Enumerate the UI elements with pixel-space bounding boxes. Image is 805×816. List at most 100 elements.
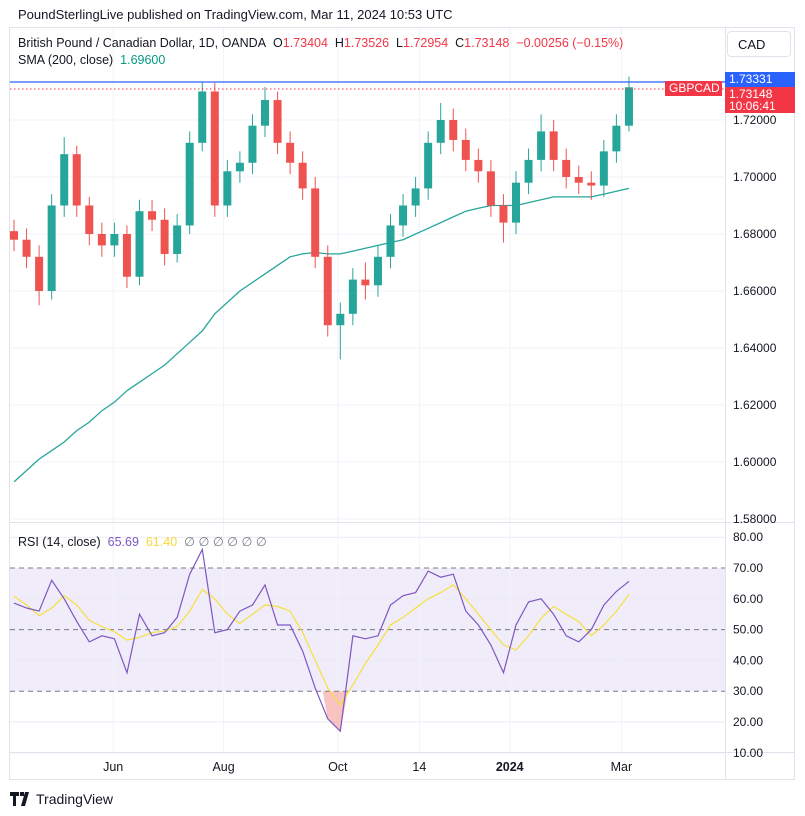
rsi-value: 65.69	[107, 535, 139, 549]
candle-body	[173, 225, 182, 254]
candle-body	[273, 100, 282, 143]
time-tick-label: Mar	[611, 760, 633, 774]
change-value: −0.00256 (−0.15%)	[516, 36, 624, 50]
candle-body	[160, 219, 169, 254]
bar-countdown: 10:06:41	[729, 99, 776, 113]
candle-body	[537, 131, 546, 160]
candle-body	[185, 142, 194, 226]
rsi-tick-label: 50.00	[733, 623, 763, 637]
candles	[10, 76, 633, 360]
sma-label: SMA (200, close)	[18, 53, 114, 67]
price-tick-label: 1.70000	[733, 170, 777, 184]
candle-body	[198, 91, 207, 143]
high-label: H	[334, 36, 344, 50]
candle-body	[562, 159, 571, 177]
open-label: O	[273, 36, 283, 50]
line-price-tag: 1.73331	[725, 72, 795, 87]
low-label: L	[396, 36, 403, 50]
time-tick-label: Oct	[328, 760, 348, 774]
time-tick-label: 2024	[496, 760, 524, 774]
candle-body	[85, 205, 94, 234]
price-tick-label: 1.62000	[733, 398, 777, 412]
sma-legend[interactable]: SMA (200, close) 1.69600	[18, 53, 165, 67]
price-tick-label: 1.64000	[733, 341, 777, 355]
price-tick-label: 1.60000	[733, 455, 777, 469]
candle-body	[612, 125, 621, 152]
rsi-tick-label: 40.00	[733, 653, 763, 667]
rsi-bands	[10, 567, 725, 692]
candle-body	[235, 162, 244, 172]
brand-name: TradingView	[36, 791, 114, 807]
close-value: 1.73148	[464, 36, 510, 50]
candle-body	[223, 171, 232, 206]
high-value: 1.73526	[343, 36, 390, 50]
price-tick-label: 1.66000	[733, 284, 777, 298]
candle-body	[135, 211, 144, 277]
rsi-oversold-fill	[322, 691, 348, 732]
rsi-tick-label: 10.00	[733, 746, 763, 760]
price-tick-label: 1.68000	[733, 227, 777, 241]
candle-body	[574, 177, 583, 183]
tradingview-logo-icon	[10, 792, 29, 806]
candle-body	[449, 120, 458, 140]
candle-body	[499, 205, 508, 223]
candle-body	[286, 142, 295, 163]
symbol-legend: British Pound / Canadian Dollar, 1D, OAN…	[18, 36, 623, 50]
symbol-title[interactable]: British Pound / Canadian Dollar, 1D, OAN…	[18, 36, 267, 50]
candle-body	[60, 154, 69, 206]
candle-body	[436, 120, 445, 143]
candle-body	[261, 100, 269, 126]
time-tick-label: Jun	[103, 760, 123, 774]
candle-body	[524, 159, 533, 183]
rsi-tick-label: 70.00	[733, 561, 763, 575]
candle-body	[386, 225, 395, 257]
candle-body	[549, 131, 558, 160]
candle-body	[22, 239, 31, 257]
low-value: 1.72954	[403, 36, 449, 50]
rsi-na-values: ∅ ∅ ∅ ∅ ∅ ∅	[184, 535, 267, 549]
candle-body	[72, 154, 81, 206]
chart-frame	[9, 27, 795, 780]
publish-info: PoundSterlingLive published on TradingVi…	[18, 7, 453, 22]
candle-body	[336, 313, 345, 326]
time-tick-label: Aug	[212, 760, 234, 774]
rsi-tick-label: 20.00	[733, 715, 763, 729]
candle-body	[486, 171, 495, 206]
candle-body	[411, 188, 420, 206]
last-price-tag: 1.73148 10:06:41	[725, 87, 795, 113]
candle-body	[122, 234, 131, 277]
candle-body	[148, 211, 157, 220]
candle-body	[35, 256, 44, 291]
sma-value: 1.69600	[120, 53, 166, 67]
candle-body	[298, 162, 307, 189]
symbol-tag: GBPCAD	[665, 81, 722, 96]
rsi-ma-line	[13, 584, 630, 707]
rsi-legend[interactable]: RSI (14, close) 65.69 61.40 ∅ ∅ ∅ ∅ ∅ ∅	[18, 534, 267, 549]
candle-body	[373, 256, 382, 286]
candle-body	[210, 91, 219, 206]
open-value: 1.73404	[282, 36, 328, 50]
candle-body	[512, 182, 520, 223]
candle-body	[624, 87, 633, 126]
rsi-ma-value: 61.40	[145, 535, 178, 549]
rsi-tick-label: 30.00	[733, 684, 763, 698]
rsi-tick-label: 80.00	[733, 530, 763, 544]
candle-body	[348, 279, 357, 314]
rsi-tick-label: 60.00	[733, 592, 763, 606]
axes: 1.58000 1.60000 1.62000 1.64000 1.66000 1.680…	[103, 113, 777, 774]
candle-body	[361, 279, 370, 286]
rsi-line	[13, 547, 630, 733]
candle-body	[97, 234, 106, 246]
candle-body	[311, 188, 320, 257]
candle-body	[461, 139, 470, 160]
candle-body	[599, 151, 608, 186]
candle-body	[587, 182, 596, 186]
candle-body	[248, 125, 257, 163]
currency-button[interactable]: CAD	[727, 31, 791, 57]
rsi-oversold-area	[322, 691, 348, 732]
sma-200-line	[13, 187, 630, 483]
last-price: 1.73148	[729, 87, 773, 101]
rsi-label: RSI (14, close)	[18, 535, 101, 549]
tradingview-logo[interactable]: TradingView	[10, 791, 113, 807]
